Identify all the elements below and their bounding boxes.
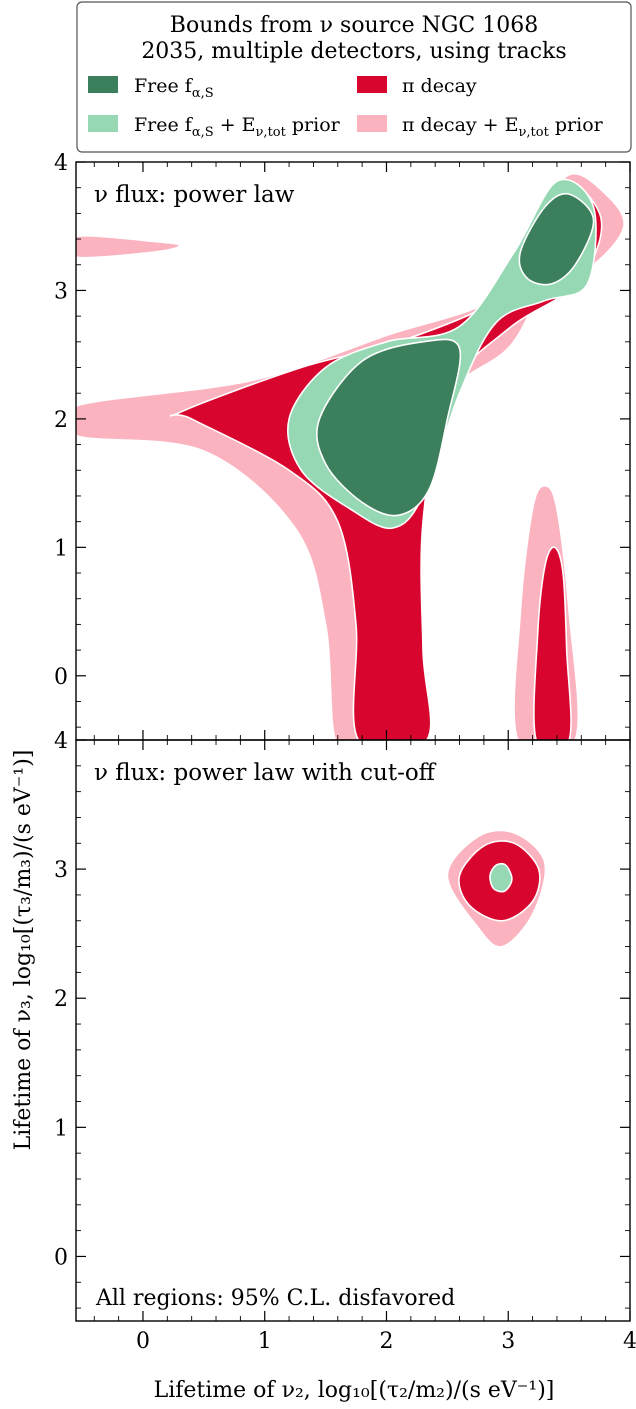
regions bbox=[76, 172, 625, 740]
y-tick-label: 0 bbox=[54, 665, 68, 690]
legend-label-free-prior: Free fα,S + Eν,tot prior bbox=[134, 114, 341, 140]
legend-label-free-prior-tail: prior bbox=[286, 114, 341, 136]
contour-region-6 bbox=[316, 338, 462, 517]
y-tick-label: 1 bbox=[54, 1116, 68, 1141]
y-tick-label: 3 bbox=[54, 279, 68, 304]
legend-label-pi-prior-suffix: prior bbox=[549, 114, 604, 136]
legend: Bounds from ν source NGC 1068 2035, mult… bbox=[76, 1, 632, 153]
legend-swatch-pi-prior bbox=[357, 115, 387, 132]
legend-label-free-prior-sub: α,S bbox=[192, 125, 214, 140]
regions bbox=[446, 829, 547, 948]
legend-label-pi-prior-sub: ν,tot bbox=[519, 125, 550, 140]
x-tick-label: 2 bbox=[379, 1329, 393, 1354]
footnote: All regions: 95% C.L. disfavored bbox=[95, 1286, 455, 1311]
legend-label-pi-prior: π decay + Eν,tot prior bbox=[402, 114, 604, 140]
y-tick-label: 4 bbox=[54, 151, 68, 176]
legend-label-free-prior-main: Free f bbox=[134, 114, 194, 136]
y-tick-label: 1 bbox=[54, 536, 68, 561]
legend-label-free-main: Free f bbox=[134, 75, 194, 97]
x-tick-label: 0 bbox=[136, 1329, 150, 1354]
x-tick-label: 4 bbox=[623, 1329, 636, 1354]
legend-swatch-pi bbox=[357, 76, 387, 93]
panel-power-law-cutoff: 0 1 2 3 4 0 1 2 3 4 ν flux: power law with cut-off bbox=[54, 729, 636, 1354]
y-axis-label: Lifetime of ν₃, log₁₀[(τ₃/m₃)/(s eV⁻¹)] bbox=[11, 750, 36, 1151]
panel-label: ν flux: power law with cut-off bbox=[94, 760, 437, 786]
contour-region-1 bbox=[76, 235, 181, 259]
contour-region-2 bbox=[489, 862, 513, 893]
y-tick-label: 2 bbox=[54, 408, 68, 433]
panel-power-law: 0 1 2 3 4 ν flux: power law bbox=[54, 151, 631, 741]
x-tick-label: 1 bbox=[258, 1329, 272, 1354]
y-tick-label: 2 bbox=[54, 987, 68, 1012]
contour-region-7 bbox=[518, 192, 595, 286]
x-axis-label: Lifetime of ν₂, log₁₀[(τ₂/m₂)/(s eV⁻¹)] bbox=[154, 1378, 555, 1403]
y-tick-label: 3 bbox=[54, 858, 68, 883]
legend-label-free-prior-suffix: + E bbox=[214, 114, 256, 136]
plot-frame bbox=[75, 739, 631, 1322]
panel-label: ν flux: power law bbox=[94, 182, 295, 208]
x-tick-label: 3 bbox=[501, 1329, 515, 1354]
legend-label-free: Free fα,S bbox=[134, 75, 214, 101]
y-tick-label: 4 bbox=[54, 729, 68, 754]
legend-label-pi: π decay bbox=[402, 75, 477, 97]
axis-ticks bbox=[76, 739, 631, 1321]
legend-label-free-sub: α,S bbox=[192, 86, 214, 101]
legend-label-free-prior-suffix-sub: ν,tot bbox=[256, 125, 287, 140]
y-tick-label: 0 bbox=[54, 1245, 68, 1270]
legend-title-line2: 2035, multiple detectors, using tracks bbox=[141, 39, 566, 64]
legend-title-line1: Bounds from ν source NGC 1068 bbox=[170, 13, 538, 38]
legend-swatch-free-prior bbox=[88, 115, 118, 132]
legend-swatch-free bbox=[88, 76, 118, 93]
axis-ticks bbox=[76, 161, 631, 740]
contour-region-4 bbox=[533, 546, 572, 740]
legend-box bbox=[76, 1, 632, 153]
legend-label-pi-prior-main: π decay + E bbox=[402, 114, 519, 136]
